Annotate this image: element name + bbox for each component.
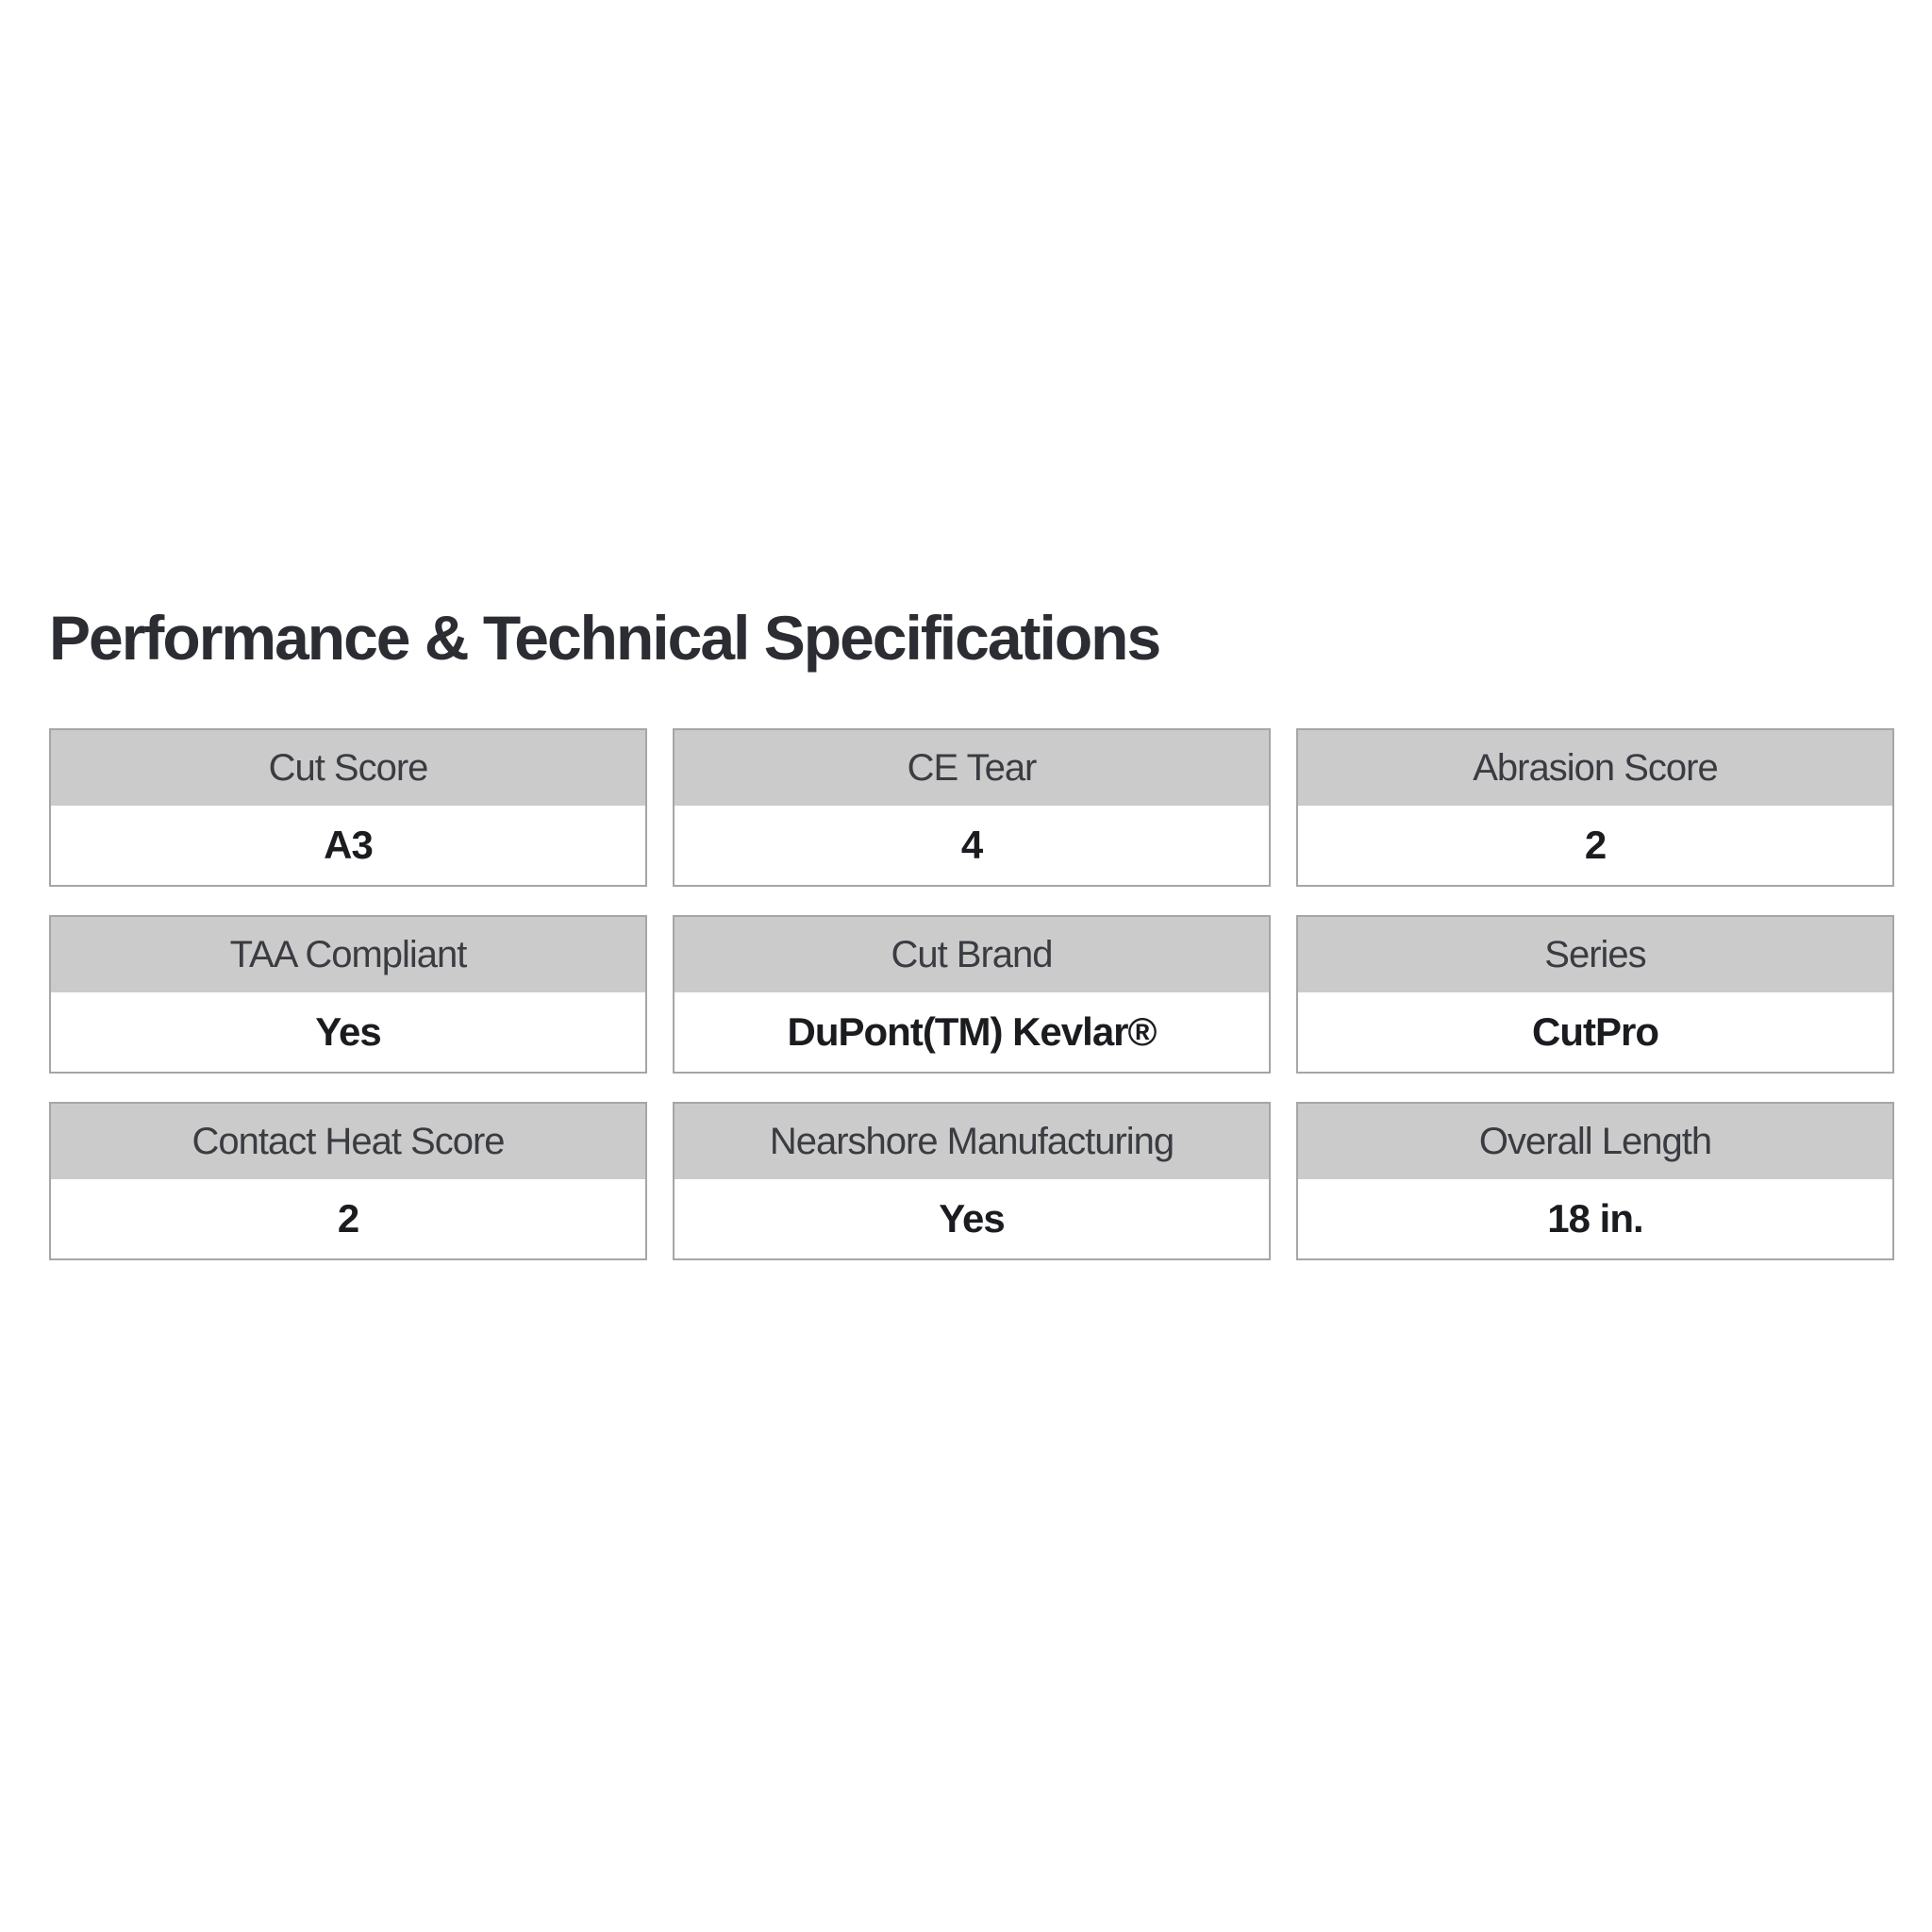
spec-label: Overall Length: [1298, 1104, 1892, 1179]
spec-value: 4: [675, 806, 1269, 885]
spec-value: 2: [51, 1179, 645, 1258]
spec-value: Yes: [675, 1179, 1269, 1258]
spec-value: DuPont(TM) Kevlar®: [675, 992, 1269, 1072]
spec-label: CE Tear: [675, 730, 1269, 806]
spec-label: Nearshore Manufacturing: [675, 1104, 1269, 1179]
spec-label: Abrasion Score: [1298, 730, 1892, 806]
spec-label: Cut Brand: [675, 917, 1269, 992]
spec-label: TAA Compliant: [51, 917, 645, 992]
spec-value: 2: [1298, 806, 1892, 885]
spec-section: Performance & Technical Specifications C…: [49, 602, 1894, 1260]
spec-card: Cut Score A3: [49, 728, 647, 887]
spec-label: Cut Score: [51, 730, 645, 806]
spec-label: Contact Heat Score: [51, 1104, 645, 1179]
spec-value: A3: [51, 806, 645, 885]
spec-label: Series: [1298, 917, 1892, 992]
spec-card: Nearshore Manufacturing Yes: [673, 1102, 1271, 1260]
spec-card: CE Tear 4: [673, 728, 1271, 887]
section-title: Performance & Technical Specifications: [49, 603, 1161, 673]
spec-value: 18 in.: [1298, 1179, 1892, 1258]
spec-grid: Cut Score A3 CE Tear 4 Abrasion Score 2 …: [49, 728, 1894, 1260]
spec-value: CutPro: [1298, 992, 1892, 1072]
spec-card: Contact Heat Score 2: [49, 1102, 647, 1260]
spec-card: Overall Length 18 in.: [1296, 1102, 1894, 1260]
spec-card: Abrasion Score 2: [1296, 728, 1894, 887]
spec-card: TAA Compliant Yes: [49, 915, 647, 1074]
spec-value: Yes: [51, 992, 645, 1072]
spec-card: Cut Brand DuPont(TM) Kevlar®: [673, 915, 1271, 1074]
spec-card: Series CutPro: [1296, 915, 1894, 1074]
